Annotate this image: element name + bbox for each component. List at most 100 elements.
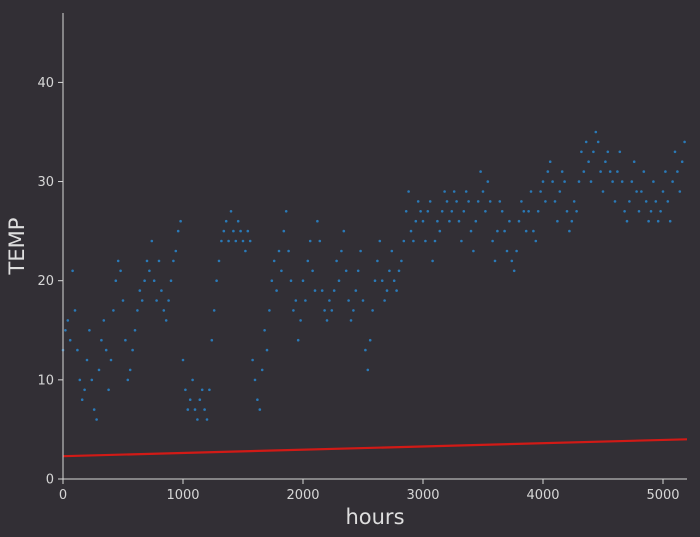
data-point bbox=[280, 269, 283, 273]
data-point bbox=[227, 239, 230, 243]
data-point bbox=[71, 269, 74, 273]
data-point bbox=[515, 249, 518, 253]
data-point bbox=[491, 239, 494, 243]
data-point bbox=[80, 398, 84, 402]
data-point bbox=[400, 259, 403, 263]
data-point bbox=[352, 309, 355, 312]
data-point bbox=[193, 408, 197, 411]
data-point bbox=[604, 160, 607, 163]
data-point bbox=[236, 219, 240, 223]
data-point bbox=[217, 259, 221, 263]
y-tick-label: 40 bbox=[37, 76, 54, 91]
data-point bbox=[412, 239, 415, 243]
data-point bbox=[311, 269, 314, 273]
data-point bbox=[500, 210, 504, 213]
data-point bbox=[136, 309, 139, 312]
data-point bbox=[572, 200, 576, 203]
data-point bbox=[335, 259, 338, 263]
data-point bbox=[467, 200, 470, 203]
data-point bbox=[486, 180, 490, 183]
data-point bbox=[522, 210, 526, 213]
data-point bbox=[623, 210, 626, 213]
data-point bbox=[184, 388, 187, 392]
data-point bbox=[304, 299, 307, 302]
data-point bbox=[256, 398, 259, 402]
data-point bbox=[277, 249, 281, 253]
data-point bbox=[659, 210, 662, 213]
data-point bbox=[462, 210, 466, 213]
data-point bbox=[608, 170, 612, 173]
data-point bbox=[440, 210, 444, 213]
data-point bbox=[505, 249, 509, 253]
data-point bbox=[340, 249, 343, 253]
data-point bbox=[664, 170, 667, 173]
data-point bbox=[414, 219, 418, 223]
data-point bbox=[419, 210, 422, 213]
data-point bbox=[416, 200, 420, 203]
data-point bbox=[253, 378, 257, 382]
data-point bbox=[289, 279, 293, 283]
data-point bbox=[616, 170, 619, 173]
data-point bbox=[560, 170, 564, 173]
data-point bbox=[299, 319, 302, 322]
data-point bbox=[517, 219, 521, 223]
data-point bbox=[448, 219, 451, 223]
data-point bbox=[613, 200, 617, 203]
data-point bbox=[109, 358, 113, 362]
data-point bbox=[349, 319, 353, 322]
data-point bbox=[592, 150, 595, 154]
data-point bbox=[167, 299, 170, 302]
data-point bbox=[428, 200, 432, 203]
data-point bbox=[678, 190, 682, 193]
data-point bbox=[361, 299, 365, 302]
data-point bbox=[220, 239, 223, 243]
data-point bbox=[450, 210, 454, 213]
data-point bbox=[95, 418, 98, 421]
data-point bbox=[356, 269, 360, 273]
data-point bbox=[383, 299, 386, 302]
data-point bbox=[568, 229, 571, 233]
data-point bbox=[186, 408, 190, 411]
data-point bbox=[234, 239, 238, 243]
data-point bbox=[296, 338, 300, 342]
data-point bbox=[457, 219, 461, 223]
data-point bbox=[577, 180, 581, 183]
scatter-points bbox=[61, 130, 686, 421]
data-point bbox=[424, 239, 427, 243]
data-point bbox=[676, 170, 679, 173]
data-point bbox=[402, 239, 406, 243]
data-point bbox=[174, 249, 178, 253]
data-point bbox=[145, 259, 149, 263]
data-point bbox=[395, 289, 398, 292]
data-point bbox=[64, 329, 67, 332]
data-point bbox=[224, 219, 228, 223]
x-tick-label: 2000 bbox=[286, 488, 319, 503]
data-point bbox=[496, 229, 499, 233]
data-point bbox=[397, 269, 401, 273]
data-point bbox=[654, 200, 658, 203]
data-point bbox=[196, 418, 199, 421]
data-point bbox=[330, 309, 334, 312]
data-point bbox=[493, 259, 497, 263]
data-point bbox=[282, 229, 286, 233]
data-point bbox=[673, 150, 677, 154]
data-point bbox=[143, 279, 146, 283]
data-point bbox=[215, 279, 218, 283]
data-point bbox=[126, 378, 130, 382]
data-point bbox=[131, 348, 134, 352]
x-axis-title: hours bbox=[345, 505, 404, 529]
y-axis-ticks: 0 10 20 30 40 bbox=[37, 76, 63, 488]
data-point bbox=[371, 309, 374, 312]
data-point bbox=[260, 368, 264, 372]
data-point bbox=[320, 289, 324, 292]
data-point bbox=[328, 299, 331, 302]
data-point bbox=[635, 190, 638, 193]
data-point bbox=[181, 358, 185, 362]
data-point bbox=[474, 219, 478, 223]
data-point bbox=[210, 338, 214, 342]
data-point bbox=[172, 259, 175, 263]
data-point bbox=[112, 309, 115, 312]
data-point bbox=[157, 259, 161, 263]
data-point bbox=[380, 279, 384, 283]
data-point bbox=[666, 200, 670, 203]
